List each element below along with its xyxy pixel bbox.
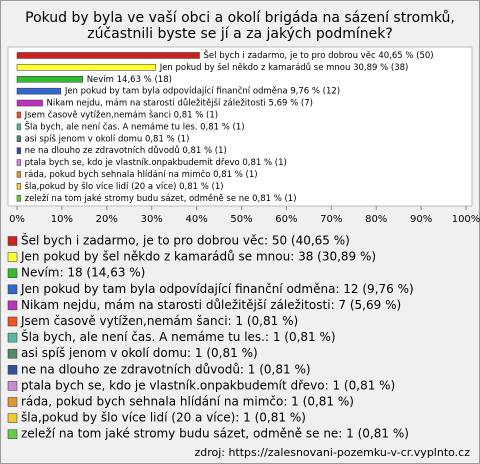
legend-label: Jen pokud by tam byla odpovídající finan… (20, 282, 414, 296)
legend-label: Šla bych, ale není čas. A nemáme tu les.… (21, 329, 336, 344)
x-tick-label: 10% (51, 214, 73, 225)
legend-swatch (7, 397, 18, 407)
bar (16, 159, 21, 166)
x-tick-label: 60% (275, 214, 297, 225)
x-tick-label: 90% (410, 214, 432, 225)
legend-label: ptala bych se, kdo je vlastník.onpakbude… (21, 378, 395, 392)
legend-swatch (7, 365, 18, 375)
legend-swatch (7, 332, 18, 343)
bar (16, 99, 43, 107)
bar-label: Jsem časově vytížen,nemám šanci 0,81 % (… (24, 109, 218, 120)
legend-swatch (7, 268, 18, 278)
bar (16, 147, 21, 154)
chart-title: Pokud by byla ve vaší obci a okolí brigá… (25, 10, 455, 26)
legend-swatch (7, 348, 18, 359)
legend-label: Jen pokud by šel někdo z kamarádů se mno… (20, 250, 376, 264)
legend-label: zeleží na tom jaké stromy budu sázet, od… (21, 427, 409, 441)
legend-label: ráda, pokud bych sehnala hlídání na mimč… (21, 395, 354, 409)
legend-label: šla,pokud by šlo více lidí (20 a více): … (21, 411, 306, 425)
bar-label: šla,pokud by šlo více lidí (20 a více) 0… (25, 181, 224, 192)
x-tick-label: 20% (96, 214, 118, 225)
bar (16, 111, 21, 119)
bar-label: Šel bych i zadarmo, je to pro dobrou věc… (204, 49, 434, 61)
bar-label: ráda, pokud bych sehnala hlídání na mimč… (25, 169, 258, 180)
bar (16, 52, 200, 59)
bar (16, 76, 83, 83)
x-tick-label: 80% (365, 214, 387, 225)
legend-label: Jsem časově vytížen,nemám šanci: 1 (0,81… (20, 314, 298, 328)
bar-label: ptala bych se, kdo je vlastník.onpakbude… (25, 158, 287, 168)
x-tick-label: 0% (9, 214, 25, 225)
bar (16, 183, 21, 190)
x-tick-label: 40% (185, 214, 207, 225)
chart-title: zúčastnili byste se jí a za jakých podmí… (87, 26, 393, 42)
legend-swatch (7, 236, 18, 246)
bar (16, 87, 62, 95)
legend-swatch (7, 284, 18, 295)
source: zdroj: https://zalesnovani-pozemku-v-cr.… (194, 446, 470, 459)
bar-label: Šla bych, ale není čas. A nemáme tu les.… (25, 120, 245, 132)
legend-label: Nevím: 18 (14,63 %) (21, 266, 145, 280)
legend-swatch (7, 300, 18, 311)
legend-swatch (7, 381, 18, 391)
bar (16, 195, 21, 202)
bar-label: asi spíš jenom v okolí domu 0,81 % (1) (25, 133, 190, 144)
x-tick-label: 50% (230, 214, 252, 225)
bar (16, 123, 21, 131)
bar (16, 135, 21, 142)
x-tick-label: 70% (320, 214, 342, 225)
bar-label: Nevím 14,63 % (18) (87, 75, 172, 85)
bar-label: Jen pokud by šel někdo z kamarádů se mno… (159, 62, 409, 73)
bar (16, 64, 156, 71)
legend-swatch (7, 252, 18, 262)
legend-swatch (7, 413, 18, 423)
legend-swatch (7, 316, 18, 327)
legend-swatch (7, 429, 18, 439)
x-tick-label: 100% (452, 214, 480, 225)
legend-label: asi spíš jenom v okolí domu: 1 (0,81 %) (21, 346, 258, 360)
bar (16, 171, 21, 178)
plot-area (7, 46, 473, 207)
bar-label: zeleží na tom jaké stromy budu sázet, od… (25, 193, 297, 204)
legend-label: Nikam nejdu, mám na starosti důležitější… (21, 298, 401, 312)
legend-label: Šel bych i zadarmo, je to pro dobrou věc… (21, 233, 350, 248)
bar-label: Jen pokud by tam byla odpovídající finan… (64, 86, 340, 97)
bar-label: Nikam nejdu, mám na starosti důležitější… (47, 98, 313, 109)
legend-label: ne na dlouho ze zdravotních důvodů: 1 (0… (21, 362, 311, 376)
bar-label: ne na dlouho ze zdravotních důvodů 0,81 … (25, 145, 227, 156)
x-tick-label: 30% (141, 214, 163, 225)
